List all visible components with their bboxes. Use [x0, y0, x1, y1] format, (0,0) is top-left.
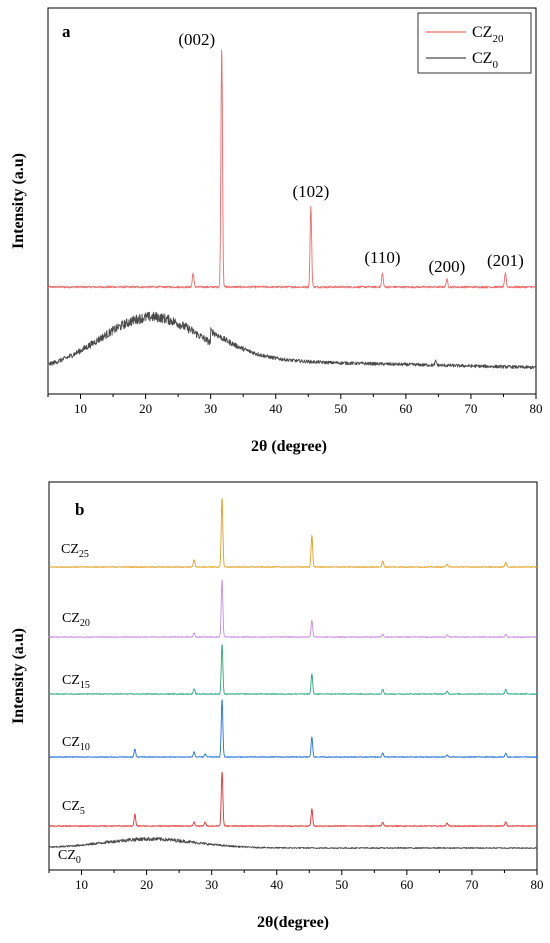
- peak-label: (201): [487, 251, 524, 270]
- series-line-cz0: [48, 836, 538, 850]
- series-label-cz15: CZ15: [62, 673, 90, 691]
- series-line-cz5: [48, 772, 538, 827]
- x-tick-label: 30: [205, 877, 218, 892]
- x-tick-label: 80: [530, 401, 543, 416]
- plot-frame-a: [47, 7, 537, 395]
- panel-b-label: b: [75, 500, 84, 519]
- legend-a: CZ20 CZ0: [417, 12, 532, 74]
- legend-label-cz0: CZ0: [472, 50, 498, 71]
- x-ticks-b: 10 20 30 40 50 60 70 80: [48, 870, 544, 892]
- x-tick-label: 70: [464, 401, 477, 416]
- x-tick-label: 30: [204, 401, 217, 416]
- panel-a-label: a: [62, 22, 71, 41]
- series-line-cz0: [47, 311, 537, 370]
- series-label-cz0: CZ0: [58, 848, 81, 866]
- series-label-cz25: CZ25: [61, 542, 89, 560]
- x-tick-label: 50: [334, 401, 347, 416]
- x-tick-label: 60: [399, 401, 412, 416]
- x-tick-label: 10: [74, 401, 87, 416]
- peak-label: (002): [178, 30, 215, 49]
- y-axis-title-b: Intensity (a.u): [10, 628, 27, 724]
- x-tick-label: 50: [335, 877, 348, 892]
- y-axis-title-a: Intensity (a.u): [10, 153, 27, 249]
- series-label-cz10: CZ10: [62, 735, 90, 753]
- x-tick-label: 80: [531, 877, 544, 892]
- x-tick-label: 40: [270, 877, 283, 892]
- peak-label: (102): [292, 182, 329, 201]
- series-line-cz15: [48, 644, 538, 695]
- series-labels-b: CZ25 CZ20 CZ15 CZ10 CZ5 CZ0: [58, 542, 90, 866]
- peak-label: (200): [428, 257, 465, 276]
- x-ticks-a: 10 20 30 40 50 60 70 80: [47, 394, 543, 416]
- x-tick-label: 40: [269, 401, 282, 416]
- series-line-cz20: [48, 579, 538, 638]
- x-axis-title-a: 2θ (degree): [251, 438, 327, 455]
- series-group-b: [48, 498, 538, 850]
- series-label-cz20: CZ20: [62, 611, 90, 629]
- panel-b: b 10 20 30 40 50 60 70 80 2θ(degree) Intensity …: [10, 481, 544, 931]
- x-tick-label: 20: [140, 877, 153, 892]
- series-group-a: [47, 49, 537, 370]
- legend-label-cz20: CZ20: [472, 24, 504, 45]
- series-line-cz25: [48, 498, 538, 568]
- series-line-cz20: [47, 49, 537, 289]
- series-line-cz10: [48, 699, 538, 758]
- x-tick-label: 60: [400, 877, 413, 892]
- panel-a: a 10 20 30 40 50 60 70 80 2θ (degree) Intensity…: [10, 7, 543, 455]
- peak-label: (110): [364, 248, 400, 267]
- peak-labels-a: (002) (102) (110) (200) (201): [178, 30, 524, 276]
- x-tick-label: 70: [465, 877, 478, 892]
- x-axis-title-b: 2θ(degree): [257, 914, 329, 931]
- plot-frame-b: [48, 481, 538, 871]
- x-tick-label: 10: [75, 877, 88, 892]
- x-tick-label: 20: [139, 401, 152, 416]
- legend-box: [417, 12, 532, 74]
- series-label-cz5: CZ5: [62, 799, 85, 817]
